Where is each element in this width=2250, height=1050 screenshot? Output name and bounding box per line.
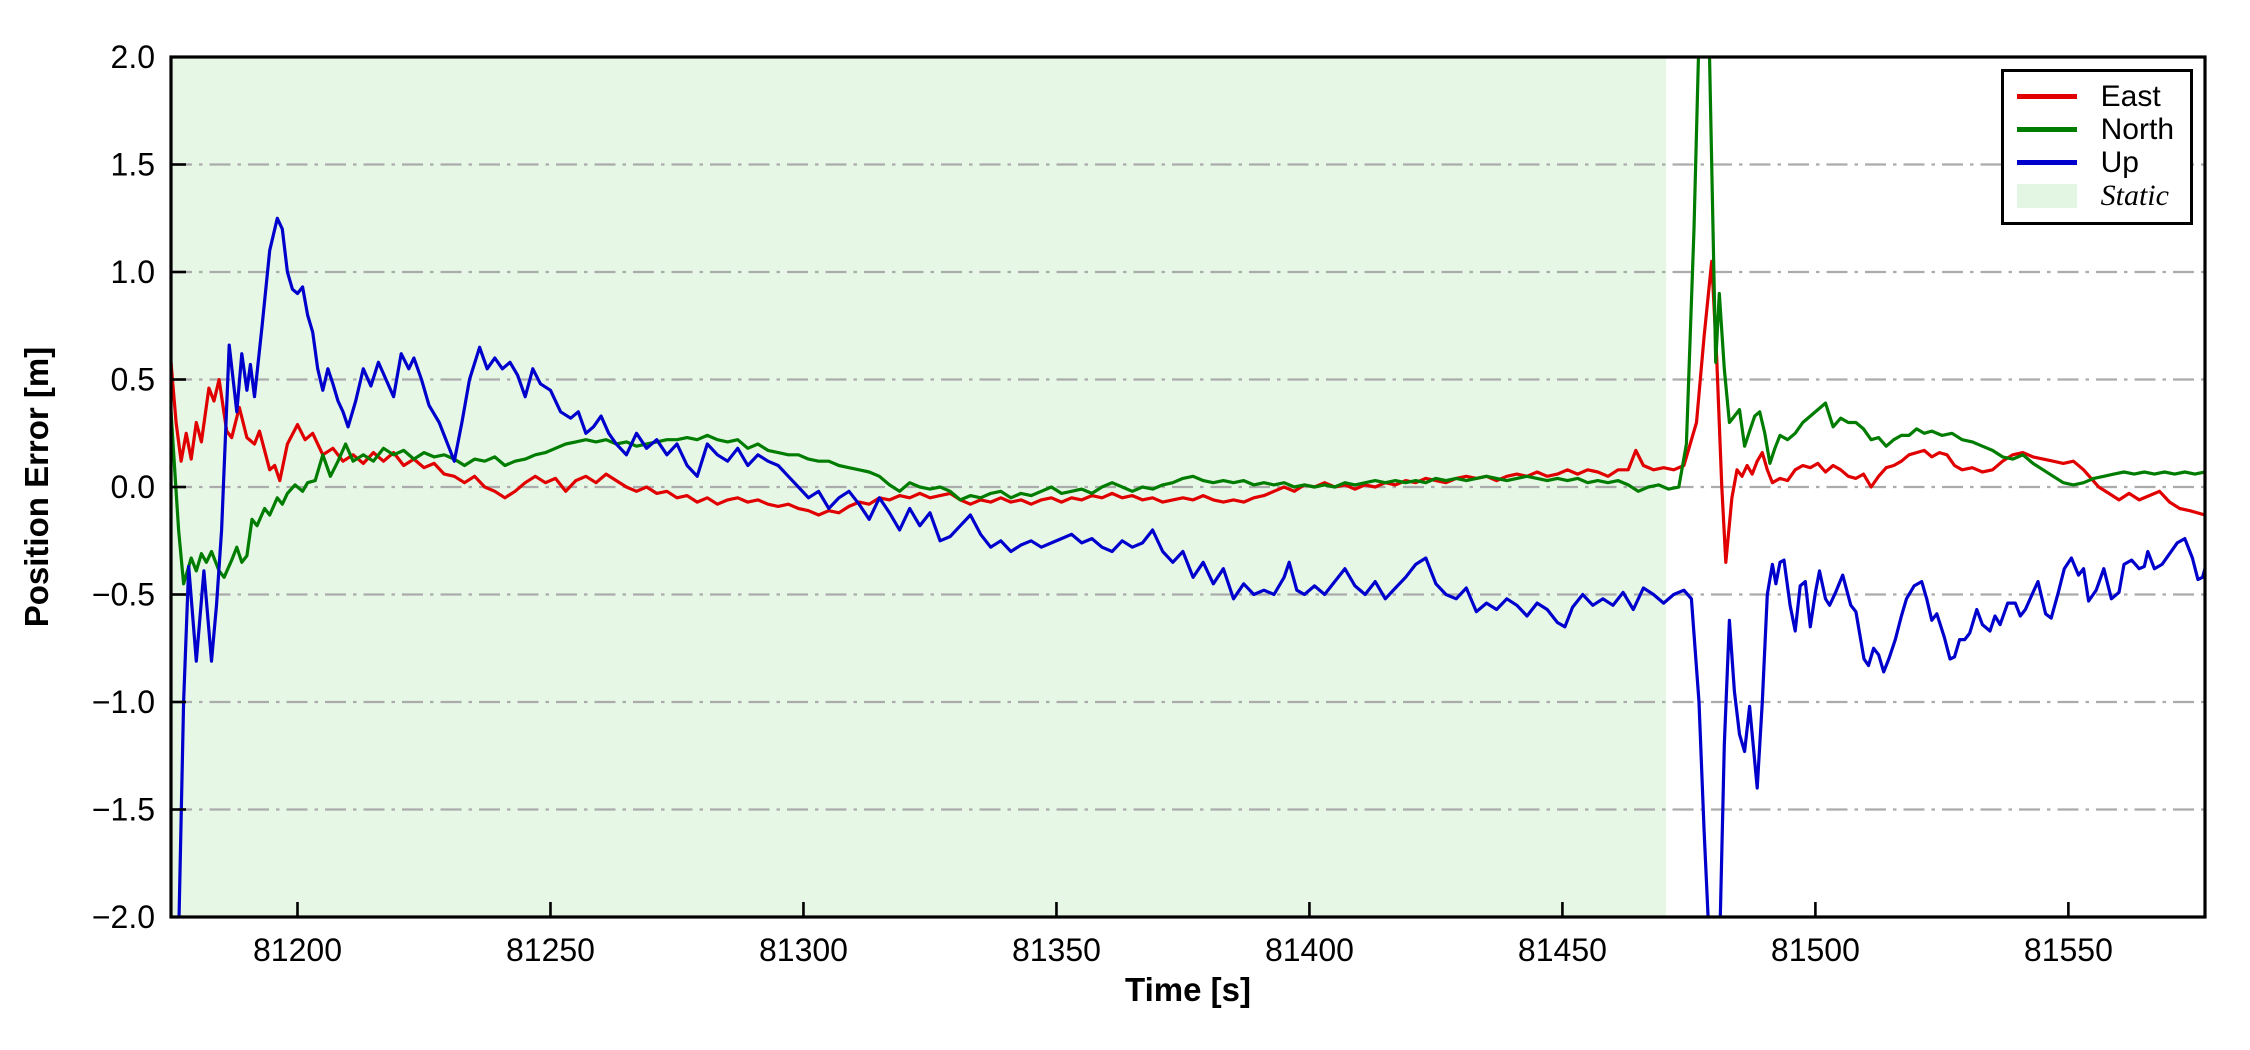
legend-label-east: East (2100, 79, 2161, 113)
y-tick-label-0: 0.0 (111, 469, 155, 505)
legend-swatch-north (2016, 127, 2077, 132)
x-tick-label-81500: 81500 (1771, 932, 1860, 968)
x-axis-title: Time [s] (1125, 971, 1251, 1008)
legend-label-up: Up (2100, 145, 2139, 179)
x-tick-label-81250: 81250 (506, 932, 595, 968)
y-tick-label--1.5: −1.5 (92, 792, 155, 828)
x-tick-label-81200: 81200 (253, 932, 342, 968)
y-tick-label-1.5: 1.5 (111, 147, 155, 183)
y-tick-label-1: 1.0 (111, 254, 155, 290)
series-north-line (171, 57, 2205, 586)
y-tick-label--0.5: −0.5 (92, 577, 155, 613)
series-east-line (171, 259, 2205, 564)
legend-label-north: North (2100, 112, 2174, 146)
series-up-line (177, 216, 2205, 917)
y-tick-label--1: −1.0 (92, 684, 155, 720)
y-tick-label-0.5: 0.5 (111, 362, 155, 398)
legend-item-up: Up (2016, 145, 2174, 179)
legend: East North Up Static (2000, 69, 2193, 225)
legend-swatch-static (2016, 183, 2077, 208)
x-tick-label-81300: 81300 (759, 932, 848, 968)
legend-label-static: Static (2100, 178, 2169, 212)
legend-item-east: East (2016, 79, 2174, 113)
x-tick-label-81400: 81400 (1265, 932, 1354, 968)
series-group (171, 57, 2205, 917)
legend-swatch-east (2016, 94, 2077, 99)
plot-frame (169, 55, 2207, 919)
legend-item-north: North (2016, 112, 2174, 146)
legend-item-static: Static (2016, 178, 2174, 212)
y-axis-title: Position Error [m] (18, 346, 55, 628)
legend-swatch-up (2016, 160, 2077, 165)
x-tick-label-81550: 81550 (2024, 932, 2113, 968)
y-tick-label--2: −2.0 (92, 899, 155, 935)
x-tick-label-81450: 81450 (1518, 932, 1607, 968)
y-tick-label-2: 2.0 (111, 39, 155, 75)
x-tick-label-81350: 81350 (1012, 932, 1101, 968)
